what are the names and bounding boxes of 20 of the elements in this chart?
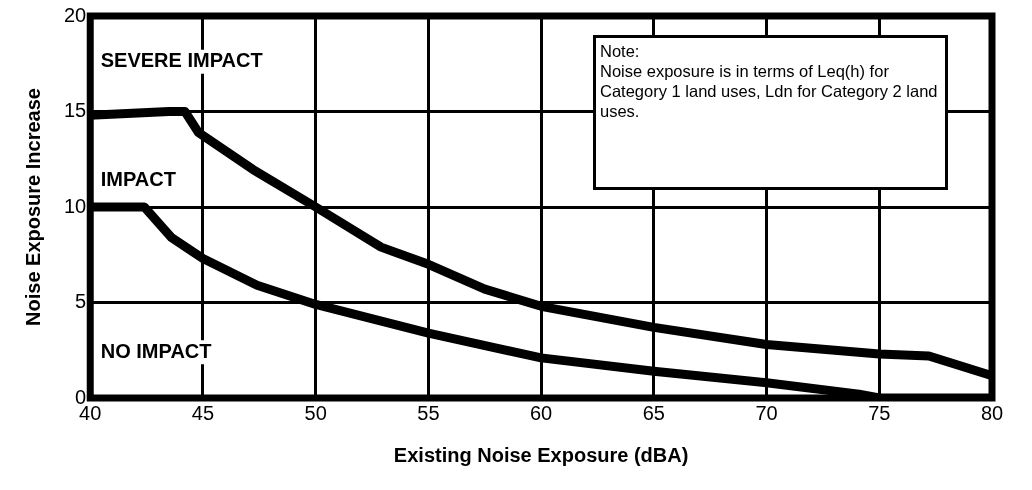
y-tick-label: 20 xyxy=(64,3,87,26)
x-axis-title: Existing Noise Exposure (dBA) xyxy=(393,443,689,466)
x-tick-label: 70 xyxy=(755,401,778,424)
y-axis-title: Noise Exposure Increase xyxy=(21,88,44,326)
x-tick-label: 45 xyxy=(191,401,215,424)
annotation: Note: xyxy=(600,41,641,61)
x-tick-label: 50 xyxy=(304,401,327,424)
y-tick-label: 10 xyxy=(64,194,87,217)
y-tick-label: 5 xyxy=(75,290,87,313)
annotation: NO IMPACT xyxy=(100,339,212,362)
y-tick-label: 15 xyxy=(64,99,87,122)
annotation: SEVERE IMPACT xyxy=(100,49,263,72)
x-tick-label: 55 xyxy=(417,401,440,424)
x-tick-label: 75 xyxy=(868,401,891,424)
note-box: Note: Noise exposure is in terms of Leq(h) for Category 1 land uses, Ldn for Category 2 land uses. xyxy=(593,35,948,190)
annotation: Noise exposure is in terms of Leq(h) for Category 1 land uses, Ldn for Category 2 land uses. xyxy=(600,61,939,121)
x-tick-label: 80 xyxy=(980,401,1004,424)
x-tick-label: 65 xyxy=(642,401,665,424)
annotation: IMPACT xyxy=(100,167,176,190)
x-tick-label: 60 xyxy=(530,401,553,424)
